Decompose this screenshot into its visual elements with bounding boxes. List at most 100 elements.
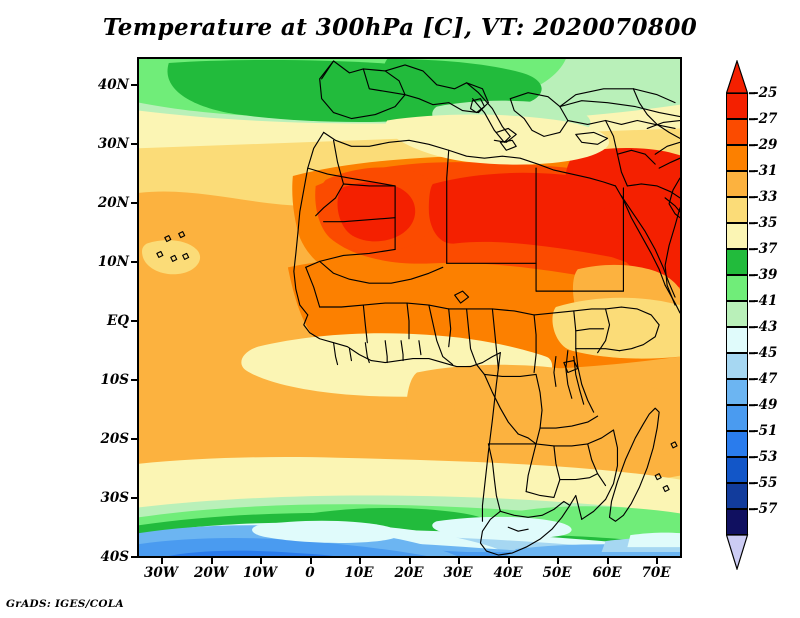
colorbar: -25 -27 -29 -31 -33 -35 -37 -39 -41 -43 … [726,60,786,570]
lon-label-30E: 30E [443,565,473,581]
lon-label-50E: 50E [542,565,572,581]
colorbar-tick-29 [749,144,755,146]
colorbar-tick-43 [749,326,755,328]
colorbar-tick-33 [749,196,755,198]
lon-tick-10E [359,558,361,564]
lon-tick-30E [458,558,460,564]
lat-label-30S: 30S [100,490,129,506]
colorbar-label-35: -35 [753,215,778,231]
colorbar-bottom-arrow [726,534,749,570]
filled-contours [139,59,680,556]
page-title: Temperature at 300hPa [C], VT: 202007080… [102,14,698,41]
colorbar-label-57: -57 [753,501,778,517]
lon-label-70E: 70E [641,565,671,581]
colorbar-tick-49 [749,404,755,406]
colorbar-top-arrow [726,60,749,94]
colorbar-swatch-4 [726,197,748,223]
colorbar-label-25: -25 [753,85,778,101]
colorbar-label-27: -27 [753,111,778,127]
lon-label-20E: 20E [394,565,424,581]
colorbar-swatch-16 [726,509,748,535]
colorbar-label-37: -37 [753,241,778,257]
lon-tick-0 [310,558,312,564]
colorbar-swatch-5 [726,223,748,249]
colorbar-label-49: -49 [753,397,778,413]
colorbar-tick-39 [749,274,755,276]
lat-label-30N: 30N [97,136,129,152]
colorbar-tick-27 [749,118,755,120]
map-plot-area [131,57,682,564]
colorbar-label-29: -29 [753,137,778,153]
colorbar-swatch-12 [726,405,748,431]
grads-attribution: GrADS: IGES/COLA [6,598,124,610]
colorbar-label-47: -47 [753,371,778,387]
lon-tick-50E [557,558,559,564]
colorbar-tick-53 [749,456,755,458]
lon-label-10E: 10E [344,565,374,581]
lon-tick-30W [161,558,163,564]
colorbar-label-45: -45 [753,345,778,361]
temperature-field-map [137,57,682,558]
colorbar-swatch-15 [726,483,748,509]
lon-tick-40E [508,558,510,564]
lat-tick-10N [131,261,137,263]
colorbar-label-31: -31 [753,163,778,179]
colorbar-tick-37 [749,248,755,250]
colorbar-swatch-2 [726,145,748,171]
colorbar-swatch-11 [726,379,748,405]
lon-label-30W: 30W [144,565,178,581]
colorbar-label-39: -39 [753,267,778,283]
colorbar-label-53: -53 [753,449,778,465]
temperature-contour-svg [139,59,680,556]
colorbar-label-43: -43 [753,319,778,335]
lat-tick-40S [131,556,137,558]
colorbar-label-33: -33 [753,189,778,205]
colorbar-swatch-6 [726,249,748,275]
colorbar-tick-47 [749,378,755,380]
colorbar-tick-55 [749,482,755,484]
lat-label-10N: 10N [97,254,129,270]
lat-label-10S: 10S [100,372,129,388]
lon-tick-20W [211,558,213,564]
map-outlines [156,60,680,556]
lat-label-20S: 20S [100,431,129,447]
lon-label-20W: 20W [194,565,228,581]
colorbar-swatch-10 [726,353,748,379]
colorbar-label-55: -55 [753,475,778,491]
lat-tick-20S [131,438,137,440]
colorbar-swatch-1 [726,119,748,145]
lon-tick-20E [409,558,411,564]
colorbar-tick-31 [749,170,755,172]
colorbar-tick-57 [749,508,755,510]
lat-tick-30N [131,143,137,145]
colorbar-swatch-7 [726,275,748,301]
lat-label-20N: 20N [97,195,129,211]
lon-label-0: 0 [305,565,315,581]
lon-label-60E: 60E [592,565,622,581]
colorbar-swatch-9 [726,327,748,353]
lon-tick-10W [260,558,262,564]
colorbar-tick-51 [749,430,755,432]
lat-label-40S: 40S [100,549,129,565]
lon-label-40E: 40E [493,565,523,581]
colorbar-tick-41 [749,300,755,302]
colorbar-swatch-8 [726,301,748,327]
lat-tick-EQ [131,320,137,322]
colorbar-swatch-13 [726,431,748,457]
lat-tick-30S [131,497,137,499]
lat-label-EQ: EQ [106,313,129,329]
lat-label-40N: 40N [97,77,129,93]
lon-label-10W: 10W [243,565,277,581]
lat-tick-20N [131,202,137,204]
lon-tick-60E [607,558,609,564]
lat-tick-10S [131,379,137,381]
lat-tick-40N [131,84,137,86]
colorbar-label-41: -41 [753,293,778,309]
lon-tick-70E [656,558,658,564]
colorbar-tick-25 [749,92,755,94]
colorbar-swatch-0 [726,93,748,119]
colorbar-swatch-14 [726,457,748,483]
colorbar-tick-35 [749,222,755,224]
colorbar-tick-45 [749,352,755,354]
colorbar-label-51: -51 [753,423,778,439]
